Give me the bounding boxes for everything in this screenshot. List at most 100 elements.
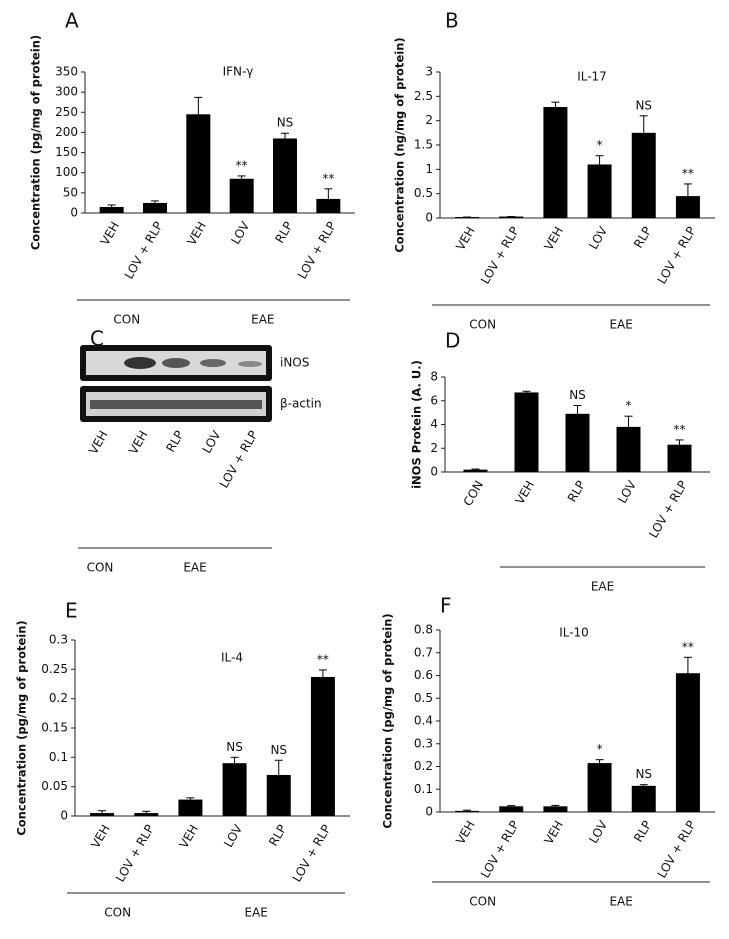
- band: [200, 359, 226, 367]
- y-tick-label: 2.5: [414, 89, 433, 103]
- band: [124, 357, 156, 369]
- group-label: CON: [113, 313, 140, 327]
- x-tick-label: VEH: [453, 224, 478, 253]
- x-tick-label: VEH: [542, 818, 567, 847]
- y-tick-label: 50: [63, 185, 78, 199]
- lane-label: LOV: [200, 428, 224, 456]
- bar: [543, 806, 568, 812]
- x-tick-label: LOV + RLP: [295, 219, 339, 281]
- significance-label: NS: [277, 116, 294, 130]
- group-label: EAE: [609, 318, 632, 332]
- x-tick-label: LOV + RLP: [655, 224, 699, 286]
- y-tick-label: 100: [55, 165, 78, 179]
- y-tick-label: 0.15: [41, 721, 68, 735]
- bar: [587, 763, 612, 812]
- significance-label: *: [626, 399, 632, 413]
- x-tick-label: LOV: [586, 224, 610, 252]
- bar: [631, 785, 656, 812]
- y-tick-label: 0.1: [49, 750, 68, 764]
- panel-letter: D: [445, 329, 460, 353]
- significance-label: *: [597, 742, 603, 756]
- bar: [143, 202, 167, 213]
- chart-title: IL-10: [559, 626, 589, 640]
- y-tick-label: 0.2: [414, 759, 433, 773]
- x-tick-label: LOV + RLP: [122, 219, 166, 281]
- y-tick-label: 0.25: [41, 662, 68, 676]
- lane-label: VEH: [86, 428, 111, 457]
- group-label: EAE: [251, 313, 274, 327]
- bar: [463, 469, 488, 472]
- group-label: CON: [469, 318, 496, 332]
- x-tick-label: LOV + RLP: [646, 478, 690, 540]
- bar: [543, 107, 568, 218]
- lane-label: LOV + RLP: [217, 428, 261, 490]
- bar: [455, 810, 480, 812]
- x-tick-label: LOV + RLP: [478, 818, 522, 880]
- panel-letter: B: [445, 9, 459, 33]
- y-axis-label: iNOS Protein (A. U.): [410, 360, 424, 489]
- x-tick-label: RLP: [631, 224, 654, 250]
- significance-label: **: [674, 422, 686, 436]
- y-tick-label: 4: [430, 417, 438, 431]
- y-tick-label: 1.5: [414, 138, 433, 152]
- bar: [90, 813, 115, 816]
- y-tick-label: 8: [430, 370, 438, 384]
- y-tick-label: 0: [425, 805, 433, 819]
- y-axis-label: Concentration (pg/mg of protein): [29, 35, 43, 250]
- y-tick-label: 200: [55, 125, 78, 139]
- group-label: CON: [104, 906, 131, 920]
- bar: [266, 774, 291, 816]
- bar: [134, 813, 159, 816]
- y-axis-label: Concentration (ng/mg of protein): [393, 37, 407, 252]
- y-tick-label: 0.1: [414, 782, 433, 796]
- chart-title: IL-4: [221, 651, 243, 665]
- bar: [222, 763, 247, 816]
- bar: [499, 216, 524, 218]
- group-label: EAE: [591, 580, 614, 594]
- y-tick-label: 0.5: [414, 691, 433, 705]
- group-label: EAE: [244, 906, 267, 920]
- x-tick-label: VEH: [453, 818, 478, 847]
- group-label: EAE: [609, 895, 632, 909]
- significance-label: **: [236, 158, 248, 172]
- blot-image: [80, 345, 272, 422]
- x-tick-label: RLP: [565, 478, 588, 504]
- y-tick-label: 2: [430, 441, 438, 455]
- bar: [99, 206, 124, 213]
- y-axis-label: Concentration (pg/mg of protein): [15, 620, 29, 835]
- x-tick-label: VEH: [542, 224, 567, 253]
- x-tick-label: RLP: [631, 818, 654, 844]
- y-tick-label: 0.8: [414, 623, 433, 637]
- y-tick-label: 0: [70, 206, 78, 220]
- y-tick-label: 1: [425, 162, 433, 176]
- panel-letter: F: [440, 594, 452, 618]
- bar: [316, 198, 341, 213]
- y-tick-label: 0: [60, 809, 68, 823]
- bar: [514, 392, 539, 472]
- lane-label: VEH: [126, 428, 151, 457]
- x-tick-label: LOV + RLP: [290, 822, 334, 884]
- x-tick-label: VEH: [88, 822, 113, 851]
- panel-letter: E: [65, 599, 78, 623]
- significance-label: NS: [226, 740, 243, 754]
- bar: [310, 676, 335, 816]
- significance-label: NS: [270, 743, 287, 757]
- x-tick-label: VEH: [184, 219, 209, 248]
- panel-letter: A: [65, 9, 79, 33]
- x-tick-label: RLP: [266, 822, 289, 848]
- bar: [587, 164, 612, 218]
- y-tick-label: 0.7: [414, 645, 433, 659]
- bar: [178, 799, 203, 816]
- significance-label: **: [682, 166, 694, 180]
- significance-label: NS: [635, 767, 652, 781]
- x-tick-label: LOV: [615, 478, 639, 506]
- x-tick-label: LOV: [586, 818, 610, 846]
- significance-label: **: [682, 640, 694, 654]
- lane-label: RLP: [163, 428, 186, 454]
- significance-label: NS: [635, 98, 652, 112]
- y-tick-label: 0: [425, 211, 433, 225]
- y-tick-label: 150: [55, 145, 78, 159]
- y-tick-label: 3: [425, 65, 433, 79]
- chart-title: IL-17: [577, 70, 607, 84]
